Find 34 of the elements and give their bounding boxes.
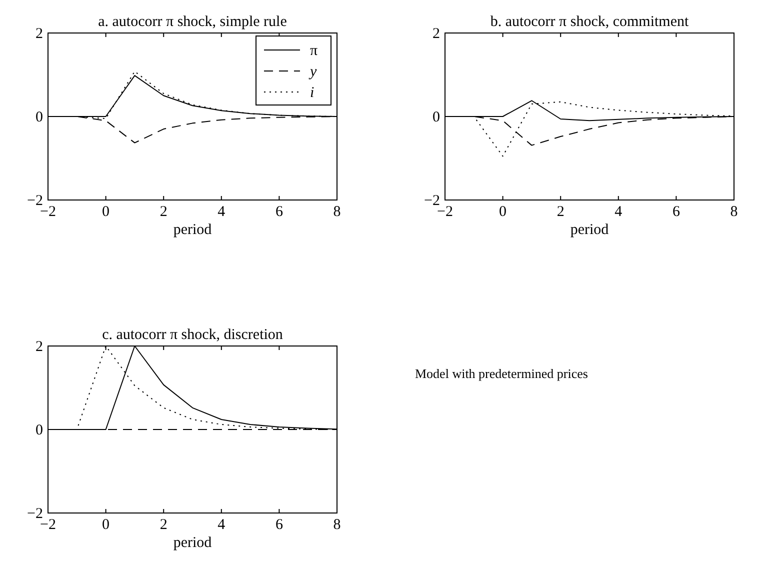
- x-tick-label: 4: [218, 204, 226, 220]
- x-tick-label: 0: [102, 204, 110, 220]
- y-tick-label: 2: [36, 339, 43, 355]
- x-tick-label: 8: [730, 204, 738, 220]
- x-tick-label: 2: [160, 204, 168, 220]
- x-tick-label: 6: [275, 204, 284, 220]
- x-axis-title: period: [173, 222, 212, 238]
- x-tick-label: 6: [275, 517, 284, 533]
- x-axis-title: period: [570, 222, 610, 238]
- chart-title: a. autocorr π shock, simple rule: [98, 14, 288, 30]
- x-tick-label: 0: [499, 204, 507, 220]
- x-tick-label: 4: [614, 204, 623, 220]
- chart-title: b. autocorr π shock, commitment: [490, 14, 690, 30]
- y-tick-label: 2: [432, 26, 440, 42]
- y-tick-label: 0: [432, 110, 440, 126]
- x-tick-label: 8: [333, 517, 341, 533]
- legend-label: i: [310, 85, 314, 101]
- y-tick-label: −2: [27, 506, 43, 522]
- text: Model with predetermined prices: [415, 366, 588, 381]
- chart-title: c. autocorr π shock, discretion: [102, 327, 284, 343]
- x-axis-title: period: [173, 535, 212, 551]
- x-tick-label: 4: [218, 517, 226, 533]
- x-tick-label: 2: [160, 517, 168, 533]
- legend-label: π: [310, 43, 318, 59]
- x-tick-label: 2: [556, 204, 564, 220]
- legend-label: y: [308, 64, 317, 80]
- y-tick-label: 2: [36, 26, 43, 42]
- y-tick-label: −2: [27, 193, 43, 209]
- y-tick-label: −2: [424, 193, 440, 209]
- x-tick-label: 6: [672, 204, 680, 220]
- x-tick-label: 0: [102, 517, 110, 533]
- y-tick-label: 0: [36, 422, 43, 438]
- x-tick-label: 8: [333, 204, 341, 220]
- y-tick-label: 0: [36, 110, 43, 126]
